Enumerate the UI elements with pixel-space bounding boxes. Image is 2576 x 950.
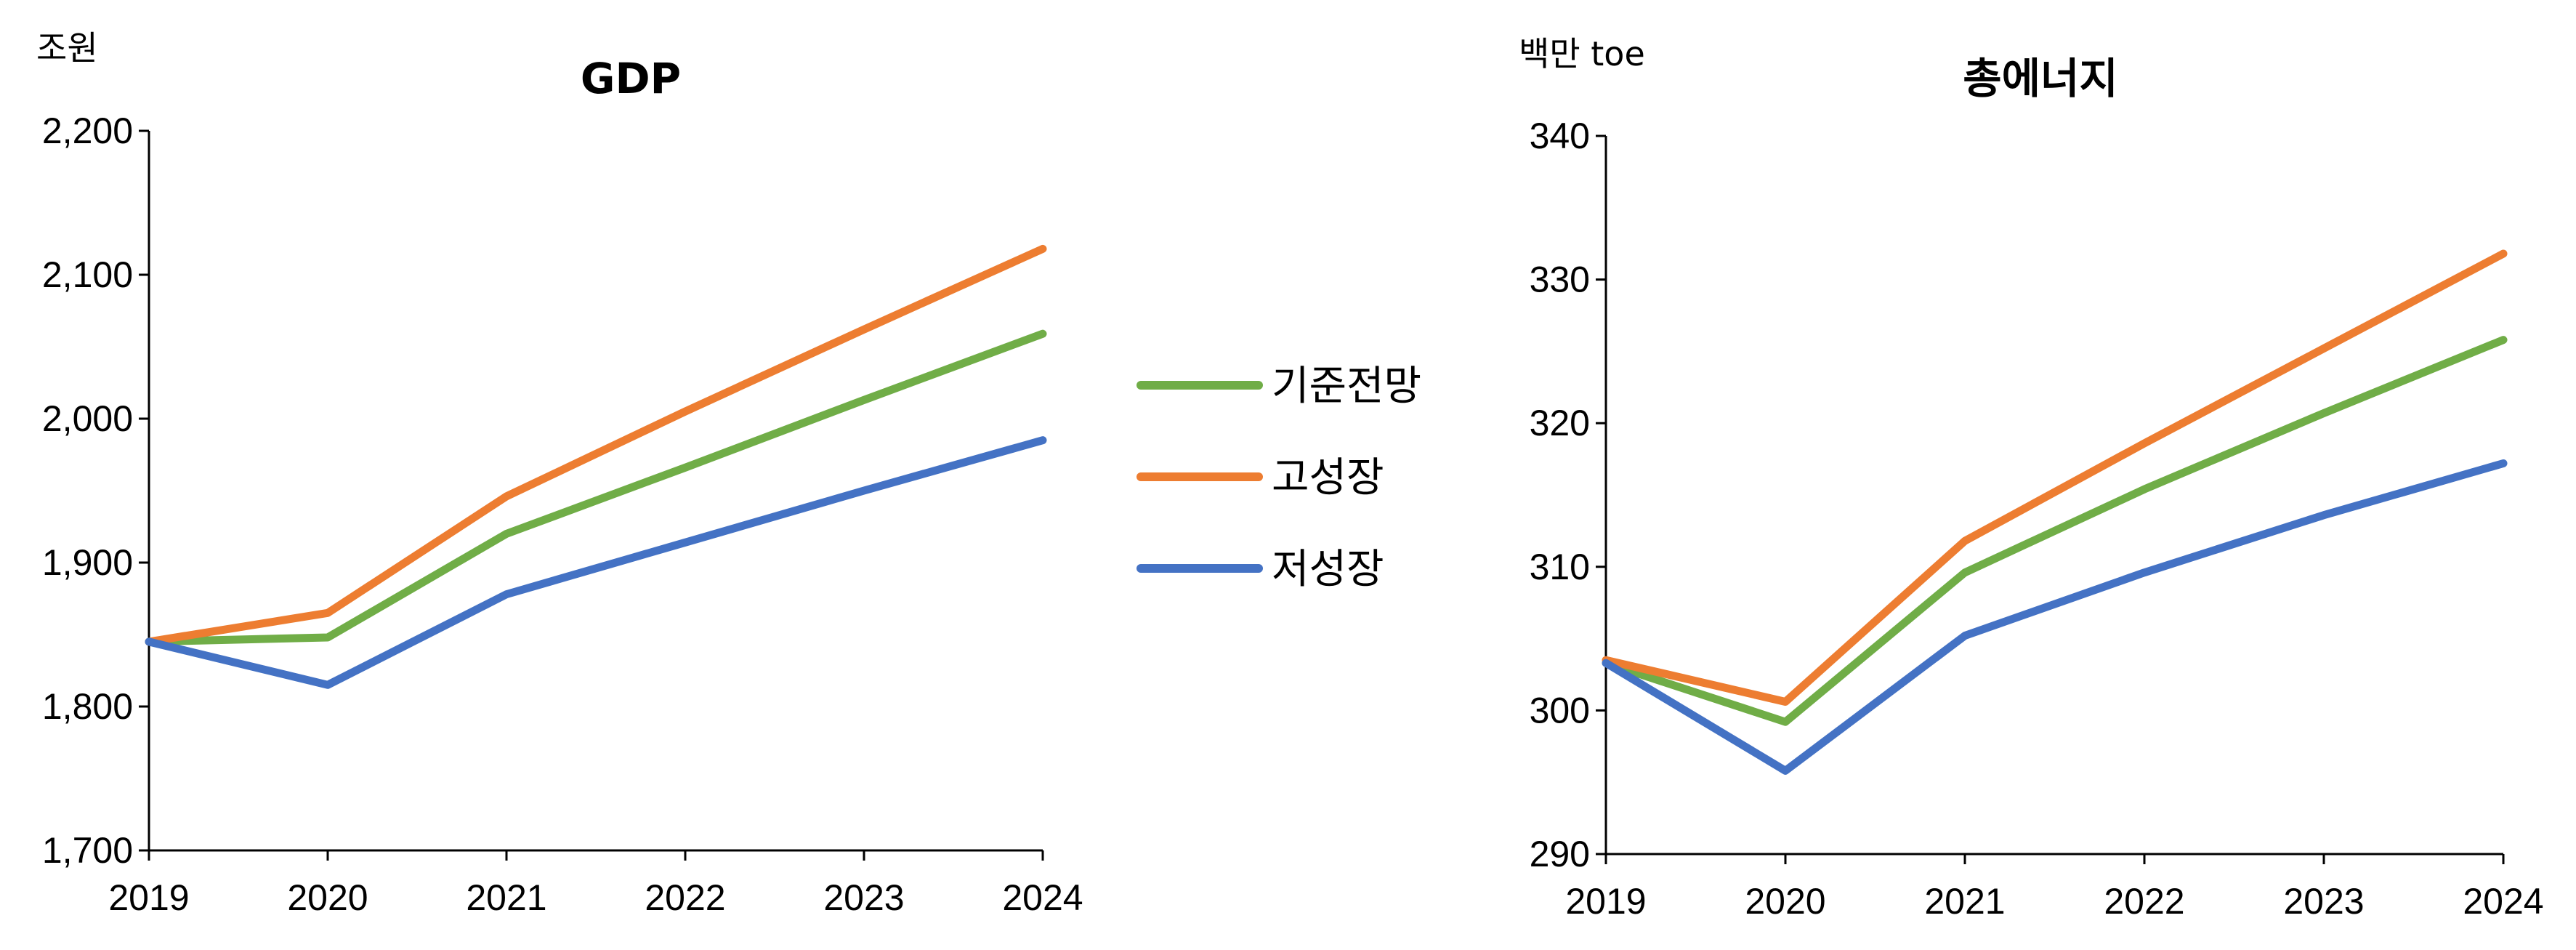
- energy-y-tick-label: 330: [1530, 259, 1590, 300]
- legend-label-low-growth: 저성장: [1272, 546, 1384, 593]
- gdp-series-line-low-growth: [145, 436, 1047, 689]
- energy-y-tick-label: 310: [1530, 547, 1590, 587]
- gdp-series-line-high-growth: [145, 244, 1047, 646]
- energy-chart-title: 총에너지: [1963, 54, 2117, 103]
- energy-series-group: [1602, 249, 2508, 775]
- gdp-axes: 1,700 1,800 1,900 2,000 2,100 2,200 2019 2020 20…: [42, 110, 1083, 918]
- energy-series-line-high-growth: [1602, 249, 2508, 706]
- gdp-y-tick-label: 2,200: [42, 110, 133, 151]
- gdp-y-tick-label: 2,000: [42, 398, 133, 439]
- gdp-unit-label: 조원: [36, 28, 98, 68]
- legend-item-low-growth: 저성장: [1136, 546, 1384, 593]
- energy-x-tick-label: 2024: [2463, 881, 2543, 922]
- gdp-chart-title: GDP: [581, 54, 681, 103]
- gdp-x-tick-label: 2020: [287, 877, 368, 918]
- energy-y-tick-label: 300: [1530, 690, 1590, 730]
- energy-axes: 290 300 310 320 330 340 2019 2020 2021 2022 2023 20…: [1530, 116, 2544, 922]
- legend-label-baseline: 기준전망: [1272, 363, 1421, 410]
- legend-item-high-growth: 고성장: [1136, 454, 1384, 502]
- energy-x-tick-label: 2021: [1924, 881, 2005, 922]
- total-energy-chart: 백만 toe 총에너지 290 300 310 320 330 340 2019 2020 20…: [1519, 34, 2544, 922]
- gdp-x-tick-label: 2023: [823, 877, 904, 918]
- gdp-x-tick-label: 2019: [108, 877, 189, 918]
- energy-y-tick-label: 290: [1530, 834, 1590, 874]
- energy-x-tick-label: 2023: [2283, 881, 2364, 922]
- gdp-series-group: [145, 244, 1047, 689]
- energy-y-tick-label: 320: [1530, 403, 1590, 443]
- energy-y-tick-label: 340: [1530, 116, 1590, 156]
- gdp-series-line-baseline: [145, 329, 1047, 646]
- gdp-y-tick-label: 2,100: [42, 254, 133, 295]
- legend: 기준전망 고성장 저성장: [1136, 363, 1421, 593]
- legend-label-high-growth: 고성장: [1272, 454, 1384, 502]
- gdp-y-tick-label: 1,700: [42, 830, 133, 871]
- gdp-y-tick-label: 1,900: [42, 542, 133, 583]
- energy-series-line-baseline: [1602, 336, 2508, 726]
- energy-series-line-low-growth: [1602, 459, 2508, 775]
- legend-item-baseline: 기준전망: [1136, 363, 1421, 410]
- gdp-x-tick-label: 2022: [645, 877, 725, 918]
- energy-unit-label: 백만 toe: [1519, 34, 1645, 73]
- energy-x-tick-label: 2022: [2104, 881, 2184, 922]
- energy-x-tick-label: 2019: [1565, 881, 1646, 922]
- gdp-y-tick-label: 1,800: [42, 686, 133, 727]
- gdp-x-tick-label: 2024: [1002, 877, 1083, 918]
- gdp-chart: 조원 GDP 1,700 1,800 1,900 2,000 2,100 2,200 201…: [36, 28, 1083, 918]
- energy-x-tick-label: 2020: [1745, 881, 1825, 922]
- gdp-x-tick-label: 2021: [466, 877, 546, 918]
